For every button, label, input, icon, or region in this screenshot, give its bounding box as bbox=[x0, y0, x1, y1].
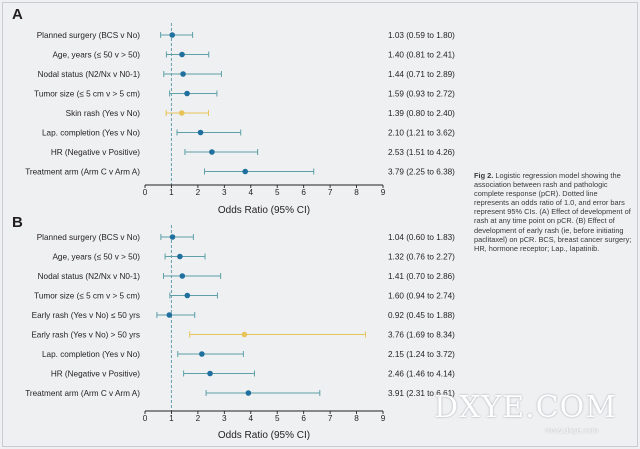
panel-a-row-value: 2.53 (1.51 to 4.26) bbox=[388, 148, 455, 157]
panel-a-row-label: Skin rash (Yes v No) bbox=[66, 109, 141, 118]
panel-a-row-label: Tumor size (≤ 5 cm v > 5 cm) bbox=[34, 90, 140, 99]
figure-caption: Fig 2. Logistic regression model showing… bbox=[474, 171, 634, 253]
panel-b-x-tick-label: 0 bbox=[143, 414, 148, 423]
panel-a-point bbox=[242, 168, 249, 175]
panel-b-row-value: 1.04 (0.60 to 1.83) bbox=[388, 233, 455, 242]
panel-b-row-value: 3.91 (2.31 to 6.61) bbox=[388, 389, 455, 398]
panel-b-point bbox=[184, 292, 191, 299]
panel-b-point bbox=[241, 331, 248, 338]
panel-a-row-label: Nodal status (N2/Nx v N0-1) bbox=[38, 70, 141, 79]
panel-a-row-value: 2.10 (1.21 to 3.62) bbox=[388, 129, 455, 138]
panel-b-x-tick-label: 3 bbox=[222, 414, 227, 423]
panel-a-x-axis-label: Odds Ratio (95% CI) bbox=[218, 205, 310, 216]
panel-b-x-tick-label: 7 bbox=[328, 414, 333, 423]
panel-b-point bbox=[169, 234, 176, 240]
panel-b-point bbox=[207, 370, 213, 377]
watermark-logo: DXYE.COM bbox=[434, 390, 617, 425]
panel-a-x-tick-label: 4 bbox=[248, 188, 253, 197]
panel-a-row-value: 1.40 (0.81 to 2.41) bbox=[388, 51, 455, 60]
panel-a-x-tick-label: 3 bbox=[222, 188, 227, 197]
panel-b-x-tick-label: 2 bbox=[196, 414, 201, 423]
panel-b-row-label: Early rash (Yes v No) > 50 yrs bbox=[31, 331, 140, 340]
caption-label: Fig 2. bbox=[474, 171, 494, 180]
panel-b-row-label: HR (Negative v Positive) bbox=[51, 370, 140, 379]
panel-b-point bbox=[179, 273, 186, 279]
panel-a-row-value: 1.44 (0.71 to 2.89) bbox=[388, 70, 455, 79]
panel-a-row-label: Planned surgery (BCS v No) bbox=[37, 31, 141, 40]
panel-b-row-value: 1.60 (0.94 to 2.74) bbox=[388, 292, 455, 301]
panel-a-point bbox=[184, 90, 190, 97]
panel-a-row-label: Age, years (≤ 50 v > 50) bbox=[52, 51, 140, 60]
panel-b-row-label: Planned surgery (BCS v No) bbox=[37, 233, 141, 242]
panel-a-x-tick-label: 7 bbox=[328, 188, 333, 197]
panel-a-x-tick-label: 5 bbox=[275, 188, 280, 197]
panel-b-x-tick-label: 1 bbox=[169, 414, 174, 423]
panel-b-row-label: Age, years (≤ 50 v > 50) bbox=[52, 253, 140, 262]
caption-text: Logistic regression model showing the as… bbox=[474, 171, 632, 253]
panel-a-x-tick-label: 9 bbox=[381, 188, 386, 197]
panel-a-x-tick-label: 0 bbox=[143, 188, 148, 197]
panel-a-row-value: 1.39 (0.80 to 2.40) bbox=[388, 109, 455, 118]
panel-b-point bbox=[177, 253, 183, 260]
panel-b-row-label: Lap. completion (Yes v No) bbox=[42, 350, 140, 359]
panel-a-point bbox=[209, 149, 215, 155]
panel-a-row-label: Lap. completion (Yes v No) bbox=[42, 129, 140, 138]
panel-b-row-value: 0.92 (0.45 to 1.88) bbox=[388, 311, 455, 320]
panel-b-row-value: 3.76 (1.69 to 8.34) bbox=[388, 331, 455, 340]
panel-b-x-axis-label: Odds Ratio (95% CI) bbox=[218, 430, 310, 441]
panel-b-row-value: 2.46 (1.46 to 4.14) bbox=[388, 370, 455, 379]
panel-a-row-label: Treatment arm (Arm C v Arm A) bbox=[25, 168, 140, 177]
panel-a-point bbox=[197, 129, 204, 136]
panel-a-point bbox=[178, 110, 185, 116]
panel-b-row-value: 2.15 (1.24 to 3.72) bbox=[388, 350, 455, 359]
panel-a-point bbox=[169, 32, 176, 38]
panel-b-point bbox=[166, 312, 173, 318]
panel-a-x-tick-label: 1 bbox=[169, 188, 174, 197]
panel-b-letter: B bbox=[12, 214, 23, 231]
panel-a-row-label: HR (Negative v Positive) bbox=[51, 148, 140, 157]
panel-a-point bbox=[180, 71, 186, 77]
panel-a-row-value: 1.03 (0.59 to 1.80) bbox=[388, 31, 455, 40]
panel-b-row-value: 1.32 (0.76 to 2.27) bbox=[388, 253, 455, 262]
panel-b-x-tick-label: 6 bbox=[301, 414, 306, 423]
panel-b-row-label: Early rash (Yes v No) ≤ 50 yrs bbox=[32, 311, 140, 320]
panel-a-row-value: 3.79 (2.25 to 6.38) bbox=[388, 168, 455, 177]
panel-b-row-label: Nodal status (N2/Nx v N0-1) bbox=[38, 272, 141, 281]
panel-a-point bbox=[179, 51, 185, 58]
panel-b-x-tick-label: 8 bbox=[354, 414, 359, 423]
panel-b-row-value: 1.41 (0.70 to 2.86) bbox=[388, 272, 455, 281]
panel-a-row-value: 1.59 (0.93 to 2.72) bbox=[388, 90, 455, 99]
panel-b-row-label: Treatment arm (Arm C v Arm A) bbox=[25, 389, 140, 398]
panel-a-x-tick-label: 2 bbox=[196, 188, 201, 197]
panel-b-row-label: Tumor size (≤ 5 cm v > 5 cm) bbox=[34, 292, 140, 301]
panel-b-x-tick-label: 9 bbox=[381, 414, 386, 423]
panel-b-point bbox=[199, 351, 205, 357]
watermark-url: www.dxye.com bbox=[545, 426, 599, 435]
panel-a-x-tick-label: 6 bbox=[301, 188, 306, 197]
panel-a-letter: A bbox=[12, 6, 23, 23]
panel-b-x-tick-label: 4 bbox=[248, 414, 253, 423]
panel-a-x-tick-label: 8 bbox=[354, 188, 359, 197]
panel-b-x-tick-label: 5 bbox=[275, 414, 280, 423]
panel-b-point bbox=[245, 390, 252, 396]
